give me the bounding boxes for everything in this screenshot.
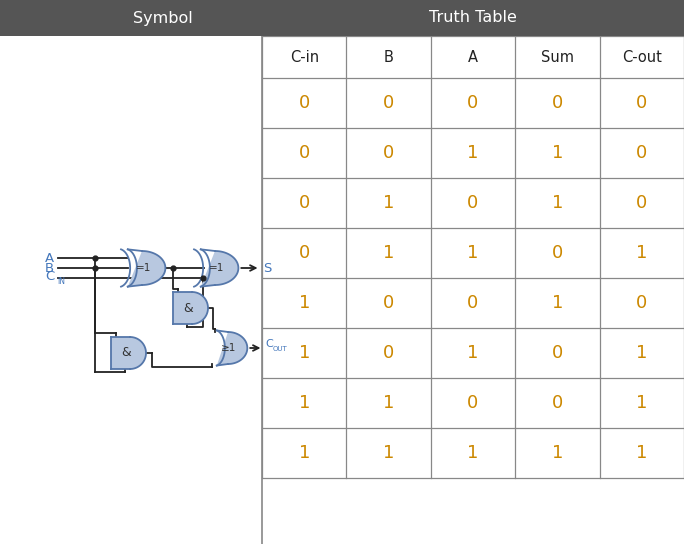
Text: 0: 0 [467,394,479,412]
Text: =1: =1 [136,263,152,273]
Text: ≥1: ≥1 [221,343,237,353]
Text: 0: 0 [467,294,479,312]
Text: 0: 0 [552,394,563,412]
Text: OUT: OUT [272,346,287,352]
Text: 0: 0 [552,344,563,362]
Text: A: A [45,251,54,264]
Text: 1: 1 [552,194,563,212]
Text: 0: 0 [636,94,648,112]
Text: 1: 1 [636,244,648,262]
Text: 1: 1 [383,194,394,212]
Text: 0: 0 [636,294,648,312]
Text: 0: 0 [552,244,563,262]
Text: 1: 1 [383,394,394,412]
Polygon shape [128,249,166,287]
Text: S: S [263,262,272,275]
Text: 0: 0 [299,94,310,112]
Text: 1: 1 [383,244,394,262]
Polygon shape [217,330,248,366]
Text: 0: 0 [636,144,648,162]
Text: IN: IN [57,276,65,286]
Text: 1: 1 [298,394,310,412]
Text: 1: 1 [298,344,310,362]
Text: 1: 1 [298,294,310,312]
Text: &: & [183,301,193,314]
Text: 0: 0 [383,294,394,312]
Text: C-in: C-in [289,50,319,65]
Text: 1: 1 [467,144,479,162]
Text: 0: 0 [467,194,479,212]
Polygon shape [201,249,239,287]
Text: 0: 0 [383,144,394,162]
Text: 0: 0 [467,94,479,112]
Text: B: B [45,262,54,275]
Text: &: & [122,347,131,360]
Polygon shape [111,337,146,369]
Text: 1: 1 [552,444,563,462]
Bar [0,0,684,36]
Text: C: C [44,270,54,283]
Text: 1: 1 [467,344,479,362]
Text: 0: 0 [299,194,310,212]
Polygon shape [172,292,208,324]
Text: 1: 1 [552,294,563,312]
Text: 0: 0 [383,94,394,112]
Text: 0: 0 [552,94,563,112]
Text: Sum: Sum [541,50,574,65]
Text: 1: 1 [636,344,648,362]
Text: 1: 1 [298,444,310,462]
Text: B: B [384,50,393,65]
Text: C: C [265,339,273,349]
Text: 1: 1 [552,144,563,162]
Text: 1: 1 [467,444,479,462]
Text: =1: =1 [209,263,225,273]
Text: 0: 0 [299,244,310,262]
Text: C-out: C-out [622,50,661,65]
Text: 0: 0 [299,144,310,162]
Text: 1: 1 [467,244,479,262]
Text: Symbol: Symbol [133,10,192,26]
Text: 1: 1 [383,444,394,462]
Text: 0: 0 [636,194,648,212]
Text: 0: 0 [383,344,394,362]
Text: 1: 1 [636,444,648,462]
Text: A: A [468,50,478,65]
Text: 1: 1 [636,394,648,412]
Text: Truth Table: Truth Table [429,10,517,26]
